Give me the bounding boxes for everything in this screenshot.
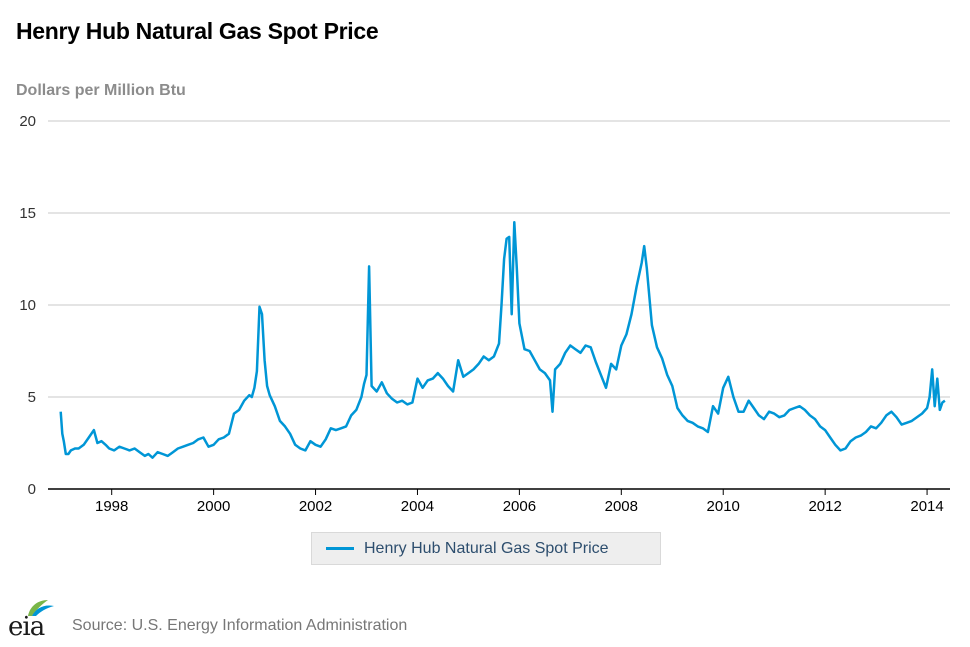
x-tick-labels: 1998 2000 2002 2004 2006 2008 2010 2012 2014 — [95, 489, 944, 515]
x-tick-label: 2014 — [910, 498, 943, 515]
legend-label: Henry Hub Natural Gas Spot Price — [364, 539, 609, 557]
y-tick-label: 20 — [19, 113, 36, 130]
x-tick-label: 2006 — [503, 498, 536, 515]
y-tick-label: 15 — [19, 205, 36, 222]
legend[interactable]: Henry Hub Natural Gas Spot Price — [311, 532, 661, 565]
series-line-henry-hub — [59, 220, 946, 459]
legend-swatch — [326, 547, 354, 550]
y-tick-label: 10 — [19, 297, 36, 314]
series-layer — [59, 220, 946, 459]
grid-lines — [48, 120, 950, 398]
logo-text: eia — [8, 612, 45, 642]
y-tick-label: 0 — [28, 481, 36, 498]
x-tick-label: 2004 — [401, 498, 434, 515]
x-tick-label: 2002 — [299, 498, 332, 515]
y-tick-labels: 0 5 10 15 20 — [19, 113, 36, 498]
chart-title: Henry Hub Natural Gas Spot Price — [16, 18, 379, 44]
x-tick-label: 2012 — [808, 498, 841, 515]
y-axis-label: Dollars per Million Btu — [16, 82, 186, 99]
y-tick-label: 5 — [28, 389, 36, 406]
eia-logo: eia — [8, 598, 66, 642]
x-tick-label: 1998 — [95, 498, 128, 515]
x-tick-label: 2010 — [707, 498, 740, 515]
source-note: Source: U.S. Energy Information Administ… — [72, 617, 408, 634]
leaf-icon — [28, 600, 54, 616]
x-tick-label: 2008 — [605, 498, 638, 515]
x-tick-label: 2000 — [197, 498, 230, 515]
